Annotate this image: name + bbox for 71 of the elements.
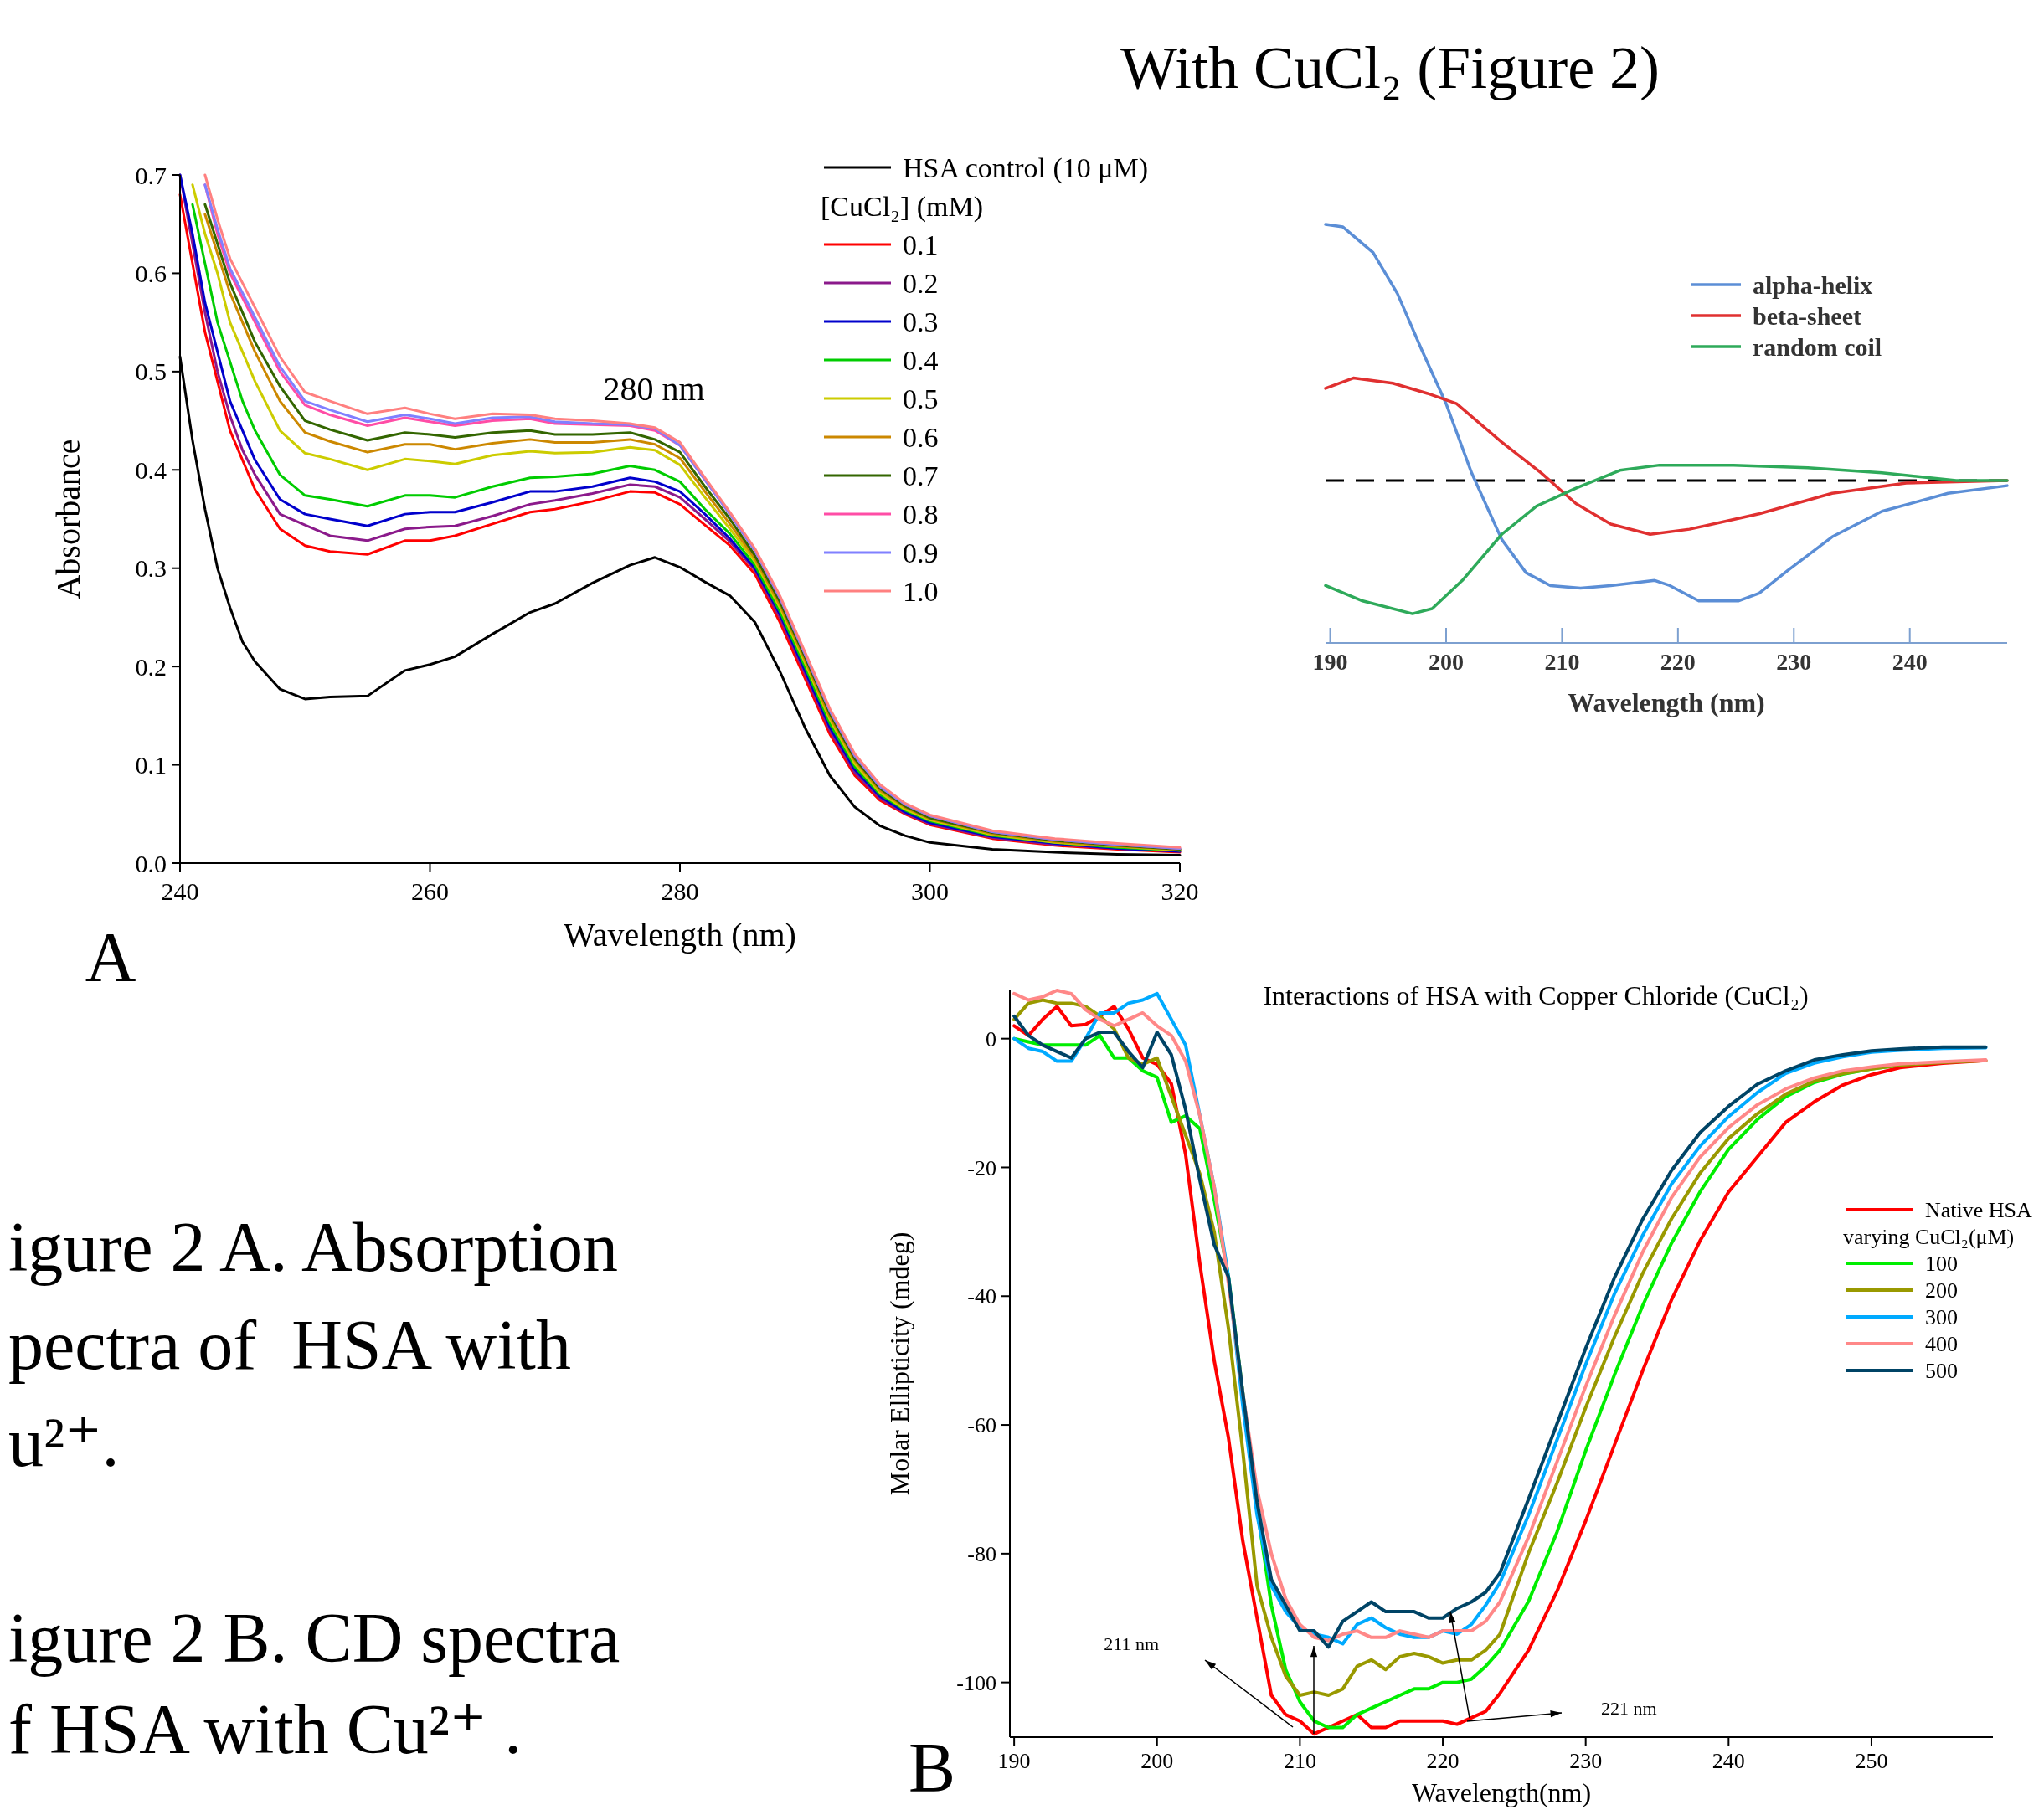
text: f HSA with Cu²⁺ . (8, 1690, 523, 1768)
legend-label: 300 (1925, 1305, 1958, 1330)
legend-label: 0.3 (903, 306, 939, 337)
legend-label: 0.9 (903, 537, 939, 568)
legend-label: random coil (1753, 332, 1882, 361)
x-tick-label: 220 (1426, 1749, 1460, 1773)
text: B (908, 1729, 956, 1807)
text: A (85, 918, 136, 996)
legend-title: [CuCl₂] (mM) (821, 190, 984, 223)
chart-title: Interactions of HSA with Copper Chloride (CuCl₂) (1263, 980, 1809, 1010)
y-tick-label: 0.1 (135, 751, 167, 779)
annotation: 211 nm (1104, 1633, 1159, 1654)
legend-label: 0.6 (903, 421, 939, 453)
legend-label: Native HSA (1925, 1198, 2033, 1223)
legend-label: 1.0 (903, 575, 939, 607)
y-tick-label: 0.3 (135, 554, 167, 583)
text: igure 2 A. Absorption (8, 1208, 618, 1286)
x-tick-label: 280 (661, 877, 699, 905)
x-axis-title: Wavelength (nm) (564, 916, 796, 954)
x-tick-label: 200 (1428, 649, 1464, 675)
x-tick-label: 200 (1140, 1749, 1174, 1773)
y-tick-label: 0 (986, 1026, 996, 1051)
x-tick-label: 220 (1660, 649, 1696, 675)
annotation: 221 nm (1601, 1698, 1657, 1719)
legend-label: HSA control (10 μM) (903, 152, 1149, 184)
y-tick-label: 0.2 (135, 652, 167, 681)
y-tick-label: 0.4 (135, 455, 167, 484)
x-tick-label: 230 (1776, 649, 1812, 675)
legend-label: 0.4 (903, 344, 939, 376)
x-tick-label: 240 (1892, 649, 1928, 675)
legend-label: 0.5 (903, 383, 939, 414)
y-tick-label: 0.6 (135, 259, 167, 287)
y-tick-label: -100 (956, 1670, 996, 1695)
x-tick-label: 320 (1161, 877, 1199, 905)
legend-label: 400 (1925, 1332, 1958, 1357)
text: With CuCl₂ (Figure 2) (1120, 34, 1660, 101)
x-tick-label: 240 (161, 877, 199, 905)
y-tick-label: 0.7 (135, 161, 167, 189)
x-tick-label: 190 (997, 1749, 1031, 1773)
x-tick-label: 250 (1855, 1749, 1888, 1773)
legend-label: alpha-helix (1753, 270, 1873, 299)
y-tick-label: -40 (967, 1284, 996, 1309)
x-tick-label: 230 (1569, 1749, 1603, 1773)
legend-label: 0.2 (903, 267, 939, 299)
x-tick-label: 190 (1312, 649, 1348, 675)
text: igure 2 B. CD spectra (8, 1599, 620, 1677)
x-tick-label: 210 (1544, 649, 1580, 675)
legend-label: 200 (1925, 1278, 1958, 1303)
y-tick-label: -80 (967, 1541, 996, 1566)
text: u²⁺. (8, 1403, 120, 1481)
text: pectra of HSA with (8, 1306, 571, 1384)
x-axis-title: Wavelength(nm) (1411, 1777, 1592, 1807)
legend-label: 0.1 (903, 229, 939, 260)
x-tick-label: 210 (1283, 1749, 1316, 1773)
y-axis-title: Absorbance (49, 439, 87, 599)
y-axis-title: Molar Ellipticity (mdeg) (884, 1231, 914, 1496)
annotation: 280 nm (603, 370, 705, 408)
x-axis-title: Wavelength (nm) (1568, 687, 1765, 717)
legend-label: 0.8 (903, 498, 939, 530)
legend-title: varying CuCl₂(μM) (1843, 1225, 2015, 1250)
x-tick-label: 240 (1712, 1749, 1745, 1773)
y-tick-label: 0.0 (135, 849, 167, 877)
legend-label: 100 (1925, 1252, 1958, 1277)
x-tick-label: 300 (911, 877, 949, 905)
y-tick-label: -20 (967, 1155, 996, 1180)
y-tick-label: 0.5 (135, 357, 167, 386)
y-tick-label: -60 (967, 1413, 996, 1438)
legend-label: beta-sheet (1753, 301, 1861, 330)
legend-label: 500 (1925, 1359, 1958, 1384)
x-tick-label: 260 (411, 877, 449, 905)
legend-label: 0.7 (903, 460, 939, 491)
